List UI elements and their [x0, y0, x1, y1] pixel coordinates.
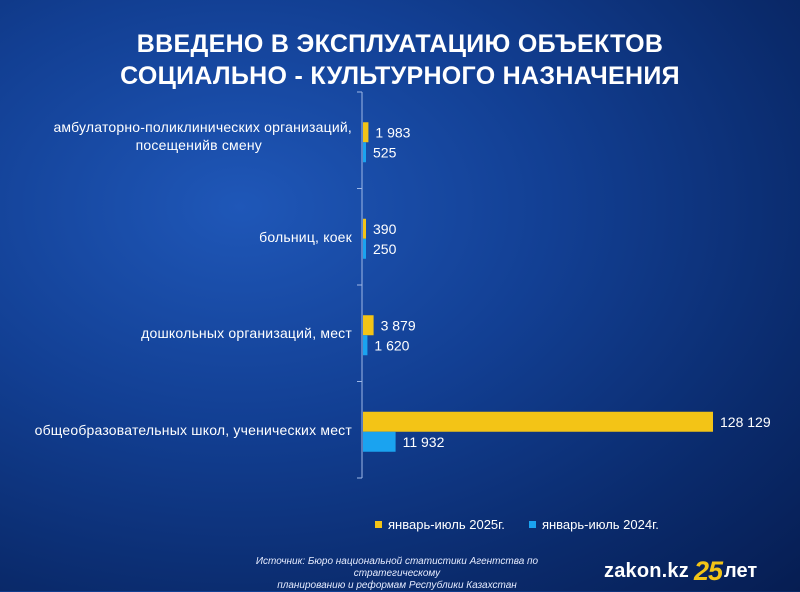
source-line-2: планированию и реформам Республики Казах… — [277, 580, 517, 591]
source-line-1: Источник: Бюро национальной статистики А… — [255, 556, 539, 579]
data-label-2025-2: 3 879 — [381, 317, 416, 333]
data-label-2025-3: 128 129 — [720, 414, 771, 430]
bar-2025-1 — [363, 218, 366, 239]
category-label-1: больниц, коек — [259, 228, 352, 246]
legend: январь-июль 2025г. январь-июль 2024г. — [375, 517, 659, 532]
data-label-2025-0: 1 983 — [375, 124, 410, 140]
logo-text: zakon.kz — [604, 559, 689, 582]
logo-anniversary-number: 25 — [693, 555, 723, 586]
bar-2024-3 — [363, 431, 396, 452]
category-label-line: дошкольных организаций, мест — [141, 325, 352, 342]
data-label-2024-1: 250 — [373, 241, 397, 257]
bar-2024-2 — [363, 335, 368, 356]
chart-title: ВВЕДЕНО В ЭКСПЛУАТАЦИЮ ОБЪЕКТОВ СОЦИАЛЬН… — [0, 28, 800, 92]
bar-2025-0 — [363, 122, 369, 143]
source-note: Источник: Бюро национальной статистики А… — [222, 556, 572, 592]
logo-suffix: лет — [724, 559, 758, 582]
data-label-2024-0: 525 — [373, 144, 397, 160]
data-label-2024-2: 1 620 — [374, 337, 409, 353]
category-label-line: общеобразовательных школ, ученических ме… — [34, 421, 352, 438]
bar-2025-3 — [363, 411, 713, 432]
data-label-2025-1: 390 — [373, 221, 397, 237]
legend-swatch-2025 — [375, 521, 382, 528]
legend-item-2025: январь-июль 2025г. — [375, 517, 505, 532]
legend-item-2024: январь-июль 2024г. — [528, 517, 659, 532]
bar-2025-2 — [363, 315, 374, 336]
category-label-line: амбулаторно-поликлинических организаций, — [53, 119, 352, 136]
category-label-line: больниц, коек — [259, 228, 352, 245]
legend-swatch-2024 — [528, 521, 536, 528]
title-line-2: СОЦИАЛЬНО - КУЛЬТУРНОГО НАЗНАЧЕНИЯ — [120, 62, 680, 90]
legend-label-2025: январь-июль 2025г. — [388, 517, 505, 532]
bar-2024-0 — [363, 142, 366, 163]
category-label-0: амбулаторно-поликлинических организаций,… — [53, 118, 352, 154]
legend-label-2024: январь-июль 2024г. — [541, 517, 659, 532]
data-label-2024-3: 11 932 — [403, 434, 445, 450]
title-line-1: ВВЕДЕНО В ЭКСПЛУАТАЦИЮ ОБЪЕКТОВ — [136, 30, 664, 58]
category-label-2: дошкольных организаций, мест — [141, 324, 352, 342]
bar-2024-1 — [363, 238, 366, 259]
category-label-line: посещенийв смену — [135, 137, 262, 154]
category-label-3: общеобразовательных школ, ученических ме… — [35, 421, 352, 439]
zakon-logo: zakon.kz 25 лет — [604, 556, 757, 586]
